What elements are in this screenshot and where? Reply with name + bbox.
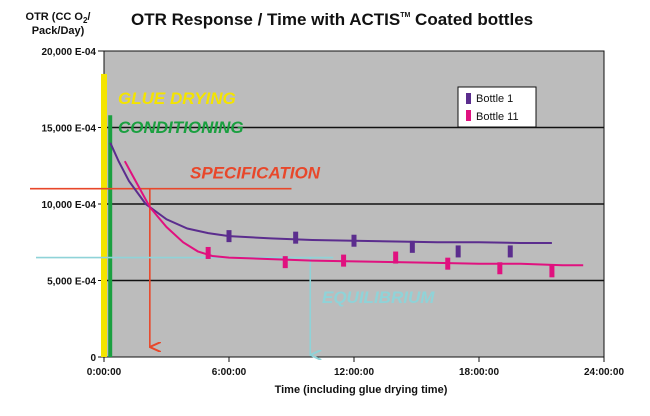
series-1-point-0	[226, 230, 232, 243]
y-axis: 0 5,000 E-04 10,000 E-04 15,000 E-04 20,000 …	[42, 47, 104, 364]
conditioning-bar	[108, 115, 113, 357]
x-axis: 0:00:00 6:00:00 12:00:00 18:00:00 24:00:00	[87, 357, 624, 378]
y-tick-label-4: 20,000 E-04	[42, 47, 97, 58]
series-2-point-5	[497, 262, 503, 275]
y-tick-label-3: 15,000 E-04	[42, 124, 97, 135]
x-axis-label: Time (including glue drying time)	[275, 384, 448, 396]
series-2-point-4	[445, 257, 451, 270]
x-tick-label-3: 18:00:00	[459, 367, 499, 378]
legend-swatch-bottle-11	[466, 110, 471, 121]
specification-label: SPECIFICATION	[190, 164, 321, 183]
annotations: GLUE DRYING CONDITIONING SPECIFICATION EQUI…	[30, 73, 435, 357]
series-layer	[109, 142, 584, 278]
y-axis-label-line2: Pack/Day)	[32, 25, 85, 37]
y-axis-label: OTR (CC O2/	[26, 11, 91, 25]
glue-drying-bar	[101, 73, 107, 357]
y-tick-label-2: 10,000 E-04	[42, 200, 97, 211]
series-line-2	[123, 160, 584, 267]
series-2-point-0	[205, 246, 211, 259]
legend-label-bottle-1: Bottle 1	[476, 93, 513, 105]
legend: Bottle 1 Bottle 11	[457, 86, 537, 128]
series-1-point-5	[507, 245, 513, 258]
equilibrium-label: EQUILIBRIUM	[322, 288, 435, 307]
legend-label-bottle-11: Bottle 11	[476, 111, 519, 123]
conditioning-label: CONDITIONING	[118, 118, 244, 137]
series-2-point-2	[341, 254, 347, 267]
series-1-point-1	[293, 231, 299, 244]
series-line-1	[109, 142, 552, 244]
y-tick-label-1: 5,000 E-04	[47, 277, 96, 288]
legend-swatch-bottle-1	[466, 93, 471, 104]
series-1-point-3	[409, 240, 415, 253]
x-tick-label-0: 0:00:00	[87, 367, 122, 378]
x-tick-label-4: 24:00:00	[584, 367, 624, 378]
series-1-point-4	[455, 245, 461, 258]
series-2-point-1	[282, 256, 288, 269]
series-1-point-2	[351, 234, 357, 247]
series-2-point-3	[393, 251, 399, 264]
glue-drying-label: GLUE DRYING	[118, 89, 236, 108]
x-tick-label-2: 12:00:00	[334, 367, 374, 378]
chart-title: OTR Response / Time with ACTISTM Coated …	[131, 10, 533, 29]
series-2-point-6	[549, 265, 555, 278]
y-tick-label-0: 0	[90, 353, 96, 364]
x-tick-label-1: 6:00:00	[212, 367, 247, 378]
